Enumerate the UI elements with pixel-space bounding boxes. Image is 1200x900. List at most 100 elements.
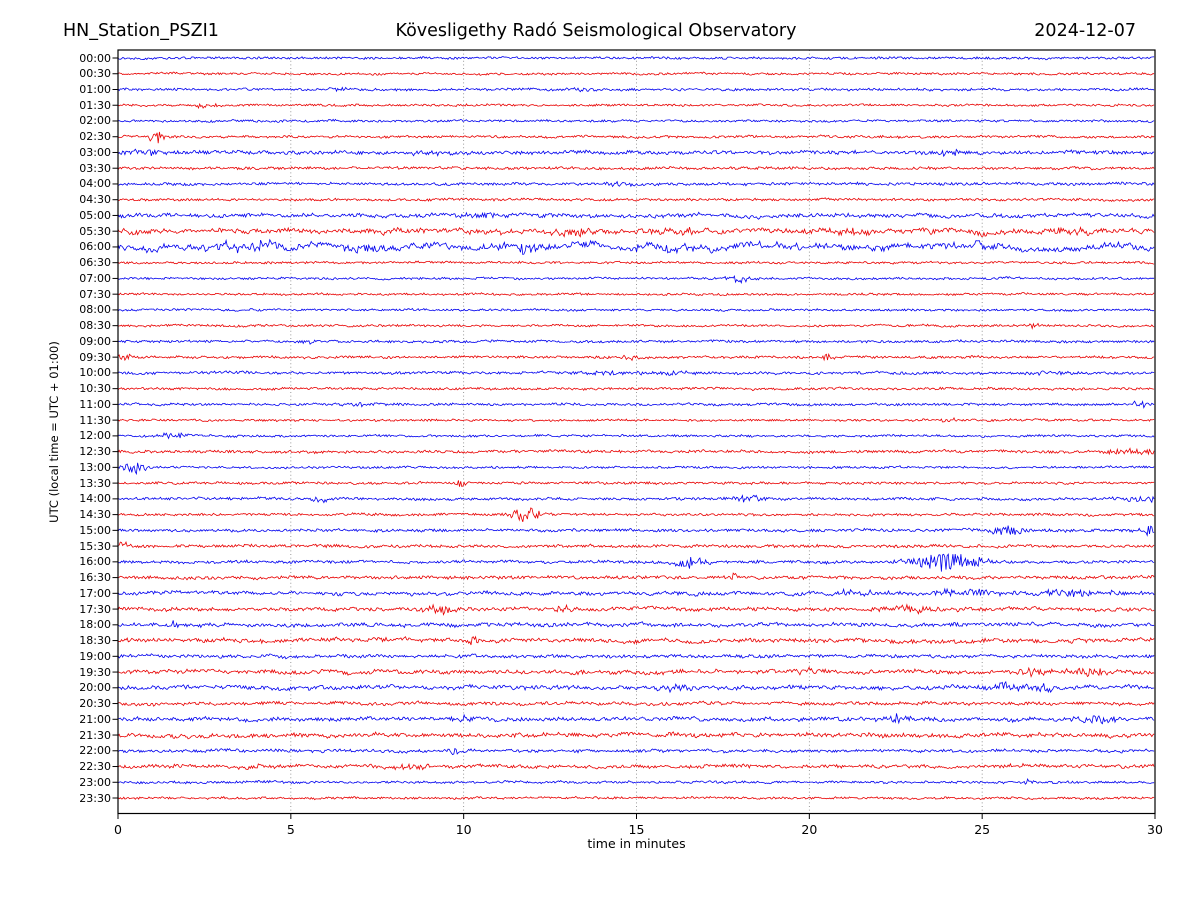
row-time-label-1130: 11:30: [79, 413, 111, 427]
row-time-label-1800: 18:00: [79, 618, 111, 632]
row-time-label-1330: 13:30: [79, 476, 111, 490]
row-time-label-0730: 07:30: [79, 287, 111, 301]
seismo-trace-1830: [118, 635, 1155, 646]
x-tick-label-15: 15: [628, 821, 645, 837]
seismo-trace-0100: [118, 86, 1155, 93]
row-time-label-2130: 21:30: [79, 728, 111, 742]
x-axis-title: time in minutes: [587, 836, 686, 851]
row-time-label-0030: 00:30: [79, 67, 111, 81]
row-time-label-1930: 19:30: [79, 665, 111, 679]
seismo-trace-1200: [118, 432, 1155, 440]
station-title: HN_Station_PSZI1: [63, 21, 219, 41]
seismo-trace-1500: [118, 525, 1155, 537]
row-time-label-1100: 11:00: [79, 397, 111, 411]
row-time-label-0000: 00:00: [79, 51, 111, 65]
row-time-label-1200: 12:00: [79, 429, 111, 443]
seismo-trace-1430: [118, 507, 1155, 523]
seismo-trace-0530: [118, 225, 1155, 238]
seismo-trace-0300: [118, 148, 1155, 158]
seismo-trace-1700: [118, 587, 1155, 598]
row-time-label-0130: 01:30: [79, 98, 111, 112]
seismo-trace-1730: [118, 603, 1155, 616]
seismo-trace-1100: [118, 400, 1155, 409]
seismo-trace-1600: [118, 553, 1155, 572]
row-time-label-2300: 23:00: [79, 775, 111, 789]
seismo-trace-0000: [118, 55, 1155, 61]
seismo-trace-1400: [118, 494, 1155, 504]
row-time-label-1600: 16:00: [79, 555, 111, 569]
row-time-label-1900: 19:00: [79, 649, 111, 663]
seismo-trace-0130: [118, 102, 1155, 110]
seismo-trace-0830: [118, 322, 1155, 330]
x-tick-label-5: 5: [286, 821, 295, 837]
seismo-trace-0800: [118, 307, 1155, 313]
seismo-trace-2230: [118, 762, 1155, 771]
row-time-label-1230: 12:30: [79, 445, 111, 459]
row-time-label-1830: 18:30: [79, 634, 111, 648]
seismo-trace-0400: [118, 180, 1155, 188]
seismo-trace-0930: [118, 353, 1155, 362]
seismo-trace-0730: [118, 292, 1155, 297]
row-time-label-0530: 05:30: [79, 224, 111, 238]
seismo-trace-0500: [118, 211, 1155, 220]
seismo-trace-0030: [118, 71, 1155, 76]
row-time-label-1430: 14:30: [79, 508, 111, 522]
x-tick-label-10: 10: [455, 821, 472, 837]
row-time-label-0230: 02:30: [79, 130, 111, 144]
seismo-trace-2330: [118, 795, 1155, 801]
row-time-label-0630: 06:30: [79, 256, 111, 270]
x-tick-label-0: 0: [114, 821, 122, 837]
row-time-label-1000: 10:00: [79, 366, 111, 380]
row-time-label-0500: 05:00: [79, 208, 111, 222]
seismo-trace-1330: [118, 480, 1155, 488]
row-time-label-1030: 10:30: [79, 382, 111, 396]
seismo-trace-1300: [118, 462, 1155, 476]
row-time-label-1730: 17:30: [79, 602, 111, 616]
row-time-label-0830: 08:30: [79, 319, 111, 333]
row-time-label-0430: 04:30: [79, 193, 111, 207]
trace-group: [118, 55, 1155, 801]
row-time-label-0800: 08:00: [79, 303, 111, 317]
date-title: 2024-12-07: [1034, 21, 1136, 41]
y-axis-title: UTC (local time = UTC + 01:00): [47, 341, 61, 523]
row-time-label-0400: 04:00: [79, 177, 111, 191]
row-time-label-2200: 22:00: [79, 744, 111, 758]
seismo-trace-0430: [118, 197, 1155, 202]
row-time-label-2330: 23:30: [79, 791, 111, 805]
seismo-trace-1130: [118, 417, 1155, 423]
row-time-label-2030: 20:30: [79, 697, 111, 711]
seismo-trace-0230: [118, 131, 1155, 144]
row-time-label-1300: 13:00: [79, 460, 111, 474]
row-time-label-0300: 03:00: [79, 145, 111, 159]
seismo-trace-1800: [118, 620, 1155, 629]
seismo-trace-0630: [118, 260, 1155, 265]
seismo-trace-1930: [118, 666, 1155, 678]
row-time-label-0900: 09:00: [79, 334, 111, 348]
row-time-label-1630: 16:30: [79, 571, 111, 585]
row-time-label-0930: 09:30: [79, 350, 111, 364]
seismo-trace-1000: [118, 369, 1155, 377]
seismo-trace-1900: [118, 653, 1155, 660]
seismo-trace-2100: [118, 713, 1155, 725]
x-tick-label-25: 25: [974, 821, 991, 837]
seismo-trace-0200: [118, 118, 1155, 123]
row-time-label-0200: 02:00: [79, 114, 111, 128]
observatory-title: Kövesligethy Radó Seismological Observat…: [395, 21, 797, 41]
row-time-label-0700: 07:00: [79, 271, 111, 285]
row-time-label-1530: 15:30: [79, 539, 111, 553]
x-tick-label-30: 30: [1147, 821, 1163, 837]
seismo-trace-1530: [118, 541, 1155, 549]
row-time-label-1400: 14:00: [79, 492, 111, 506]
x-tick-label-20: 20: [801, 821, 818, 837]
row-time-label-2100: 21:00: [79, 712, 111, 726]
seismo-trace-0700: [118, 274, 1155, 284]
seismo-trace-2200: [118, 747, 1155, 756]
row-time-label-0330: 03:30: [79, 161, 111, 175]
seismo-trace-0330: [118, 165, 1155, 171]
seismo-trace-2000: [118, 680, 1155, 694]
seismo-trace-0900: [118, 339, 1155, 345]
seismo-trace-2130: [118, 731, 1155, 740]
seismo-trace-1030: [118, 386, 1155, 392]
